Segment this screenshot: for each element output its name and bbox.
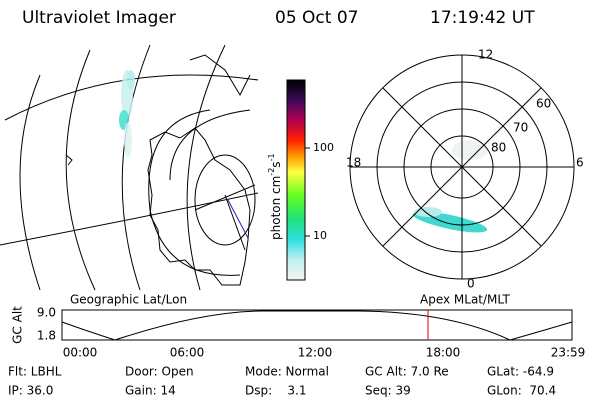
altitude-frame bbox=[61, 309, 573, 341]
altitude-curve bbox=[61, 310, 573, 341]
title: Ultraviolet Imager bbox=[22, 8, 176, 28]
time-label: 00:00 bbox=[63, 346, 98, 360]
colorbar-tick-label: 10 bbox=[313, 229, 327, 242]
mlt-label: 18 bbox=[346, 156, 361, 170]
info-field: GLon: 70.4 bbox=[487, 384, 556, 398]
info-field: Mode: Normal bbox=[245, 365, 329, 379]
info-field: GC Alt: 7.0 Re bbox=[365, 365, 449, 379]
mlt-label: 6 bbox=[576, 156, 584, 170]
altitude-axis-label: GC Alt bbox=[11, 306, 25, 344]
time: 17:19:42 UT bbox=[430, 8, 535, 28]
info-field: Seq: 39 bbox=[365, 384, 411, 398]
info-block: Flt: LBHL Door: Open Mode: Normal GC Alt: 7… bbox=[8, 365, 556, 398]
info-field: Gain: 14 bbox=[125, 384, 176, 398]
colorbar bbox=[286, 79, 306, 281]
panel-label: Geographic Lat/Lon bbox=[70, 293, 187, 307]
info-field: IP: 36.0 bbox=[8, 384, 53, 398]
colorbar-label: photon cm-2s-1 bbox=[267, 153, 283, 240]
info-field: Flt: LBHL bbox=[8, 365, 62, 379]
info-field: GLat: -64.9 bbox=[487, 365, 554, 379]
info-field: Door: Open bbox=[125, 365, 194, 379]
mlt-label: 12 bbox=[478, 48, 493, 62]
polar-plot bbox=[349, 54, 575, 280]
altitude-tick: 1.8 bbox=[37, 329, 56, 343]
info-field: Dsp: 3.1 bbox=[245, 384, 307, 398]
altitude-tick: 9.0 bbox=[37, 306, 56, 320]
time-label: 12:00 bbox=[298, 346, 333, 360]
colorbar-tick-label: 100 bbox=[313, 141, 334, 154]
lat-label: 70 bbox=[513, 121, 528, 135]
panel-label: Apex MLat/MLT bbox=[420, 293, 510, 307]
time-label: 06:00 bbox=[170, 346, 205, 360]
lat-label: 60 bbox=[536, 97, 551, 111]
geo-map bbox=[0, 44, 259, 291]
time-label: 18:00 bbox=[426, 346, 461, 360]
time-label: 23:59 bbox=[551, 346, 586, 360]
lat-label: 80 bbox=[491, 141, 506, 155]
mlt-label: 0 bbox=[467, 277, 475, 291]
date: 05 Oct 07 bbox=[275, 8, 358, 28]
